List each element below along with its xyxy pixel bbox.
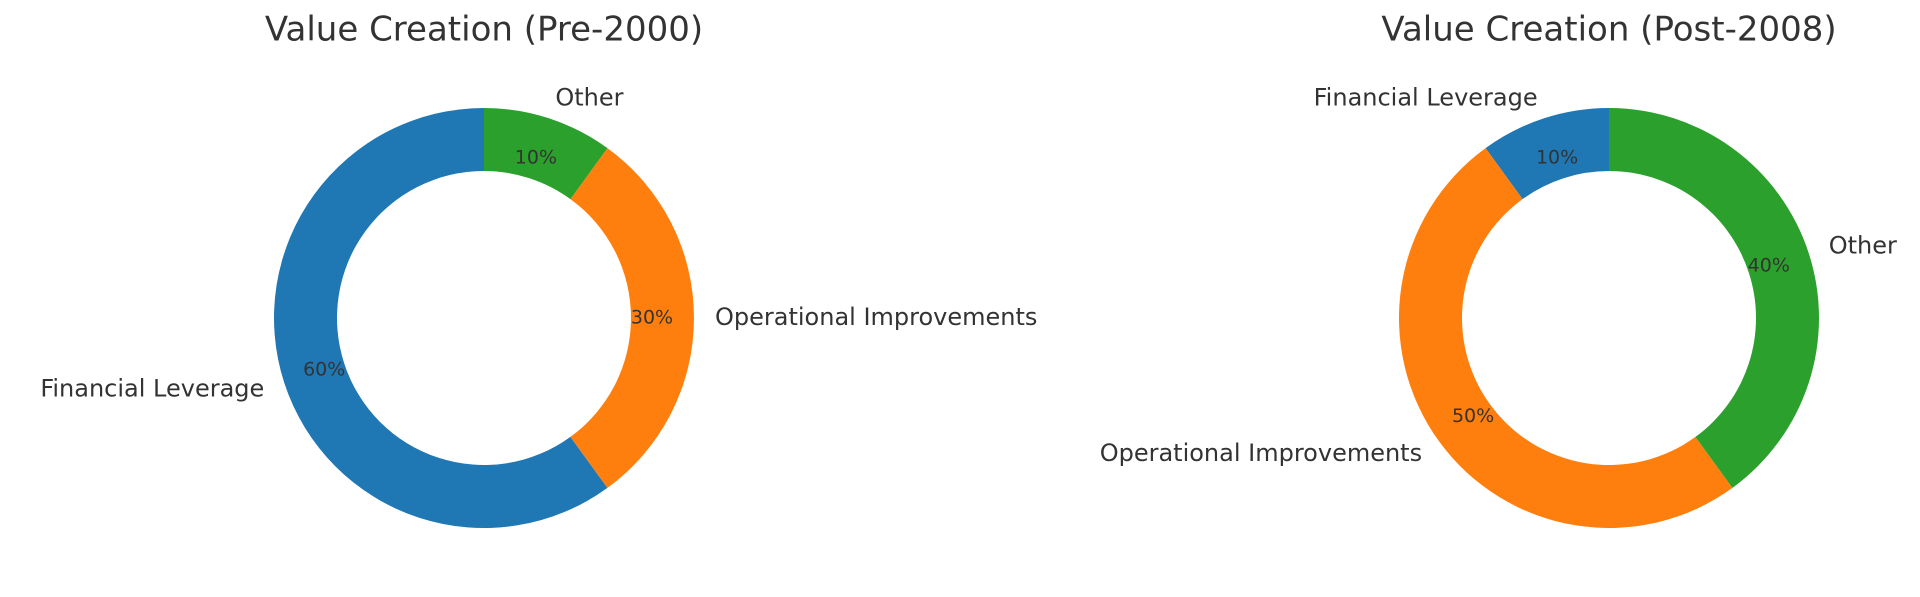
pct-label: 40% <box>1748 255 1790 277</box>
wedge <box>1609 108 1820 488</box>
wedge <box>570 148 694 488</box>
wedge-label: Operational Improvements <box>1100 439 1422 467</box>
wedge <box>484 108 608 200</box>
wedge-label: Financial Leverage <box>1314 83 1538 111</box>
pct-label: 10% <box>515 147 557 169</box>
wedge-label: Operational Improvements <box>715 303 1037 331</box>
wedge <box>1399 148 1733 528</box>
wedge <box>1485 108 1609 200</box>
wedge <box>273 108 608 528</box>
wedge-label: Other <box>555 83 623 111</box>
chart-title: Value Creation (Post-2008) <box>1381 10 1836 50</box>
wedge-label: Financial Leverage <box>40 374 264 402</box>
pct-label: 50% <box>1452 405 1494 427</box>
pct-label: 60% <box>303 358 345 380</box>
pct-label: 30% <box>631 307 673 329</box>
pct-label: 10% <box>1536 147 1578 169</box>
wedge-label: Other <box>1829 232 1897 260</box>
chart-title: Value Creation (Pre-2000) <box>265 10 703 50</box>
